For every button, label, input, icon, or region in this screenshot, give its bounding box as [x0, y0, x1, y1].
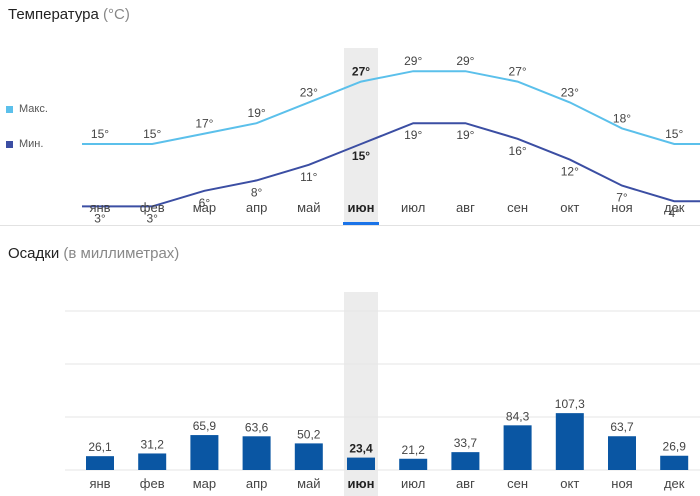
precip-value-label: 65,9 [193, 419, 217, 433]
max-temp-label: 27° [509, 65, 527, 79]
precip-bar [555, 413, 584, 470]
month-label-temperature: мар [193, 200, 216, 215]
min-temp-label: 15° [352, 149, 370, 163]
precipitation-title: Осадки (в миллиметрах) [8, 245, 179, 262]
min-temp-label: 4° [668, 206, 680, 220]
min-temp-label: 11° [300, 170, 317, 184]
max-temp-label: 15° [665, 127, 683, 141]
precip-bar [242, 436, 271, 470]
highlight-band-temperature [344, 48, 378, 222]
max-temp-label: 23° [300, 85, 318, 99]
min-temp-label: 6° [199, 196, 211, 210]
precip-value-label: 33,7 [454, 436, 478, 450]
month-label-temperature: окт [560, 200, 579, 215]
month-label-precipitation: фев [140, 476, 165, 491]
temperature-title: Температура (°C) [8, 6, 130, 23]
month-label-precipitation: дек [664, 476, 685, 491]
max-temp-label: 29° [456, 54, 474, 68]
temperature-unit: (°C) [103, 6, 130, 23]
min-temp-label: 12° [561, 165, 579, 179]
legend-min-label: Мин. [19, 138, 44, 150]
min-temp-label: 16° [509, 144, 527, 158]
selected-month-underline [343, 222, 379, 225]
month-label-temperature: авг [456, 200, 475, 215]
legend-max: Макс. [6, 103, 48, 115]
month-label-temperature: фев [140, 200, 165, 215]
precip-value-label: 63,7 [610, 420, 634, 434]
precip-bar [86, 456, 114, 470]
month-label-temperature: апр [246, 200, 268, 215]
temperature-title-text: Температура [8, 6, 99, 23]
month-label-precipitation: ноя [611, 476, 632, 491]
precip-bar [399, 458, 428, 470]
precip-bar [294, 443, 323, 470]
min-temp-label: 8° [251, 185, 263, 199]
precip-bar [347, 457, 375, 470]
min-temp-label: 3° [94, 211, 106, 225]
min-temperature-line [82, 122, 700, 208]
max-temp-label: 19° [248, 106, 266, 120]
month-label-precipitation: окт [560, 476, 579, 491]
month-label-temperature: янв [89, 200, 110, 215]
precip-value-label: 23,4 [349, 442, 373, 456]
precip-bar [660, 455, 689, 470]
month-label-temperature: июл [401, 200, 425, 215]
max-temp-label: 15° [91, 127, 109, 141]
precipitation-title-text: Осадки [8, 245, 60, 262]
month-label-precipitation: сен [507, 476, 528, 491]
month-label-temperature: май [297, 200, 320, 215]
min-temp-label: 19° [456, 128, 474, 142]
precip-bar [503, 425, 532, 470]
month-label-precipitation: апр [246, 476, 268, 491]
min-temp-label: 3° [146, 211, 158, 225]
section-divider [0, 225, 700, 226]
max-temp-label: 17° [195, 117, 213, 131]
month-label-temperature: ноя [611, 200, 632, 215]
precip-bar [451, 452, 480, 470]
month-label-temperature: сен [507, 200, 528, 215]
month-label-precipitation: мар [193, 476, 216, 491]
month-label-precipitation: май [297, 476, 320, 491]
max-temp-label: 29° [404, 54, 422, 68]
precip-value-label: 26,1 [88, 440, 112, 454]
precip-bar [190, 435, 219, 470]
min-temp-label: 7° [616, 191, 628, 205]
precipitation-unit: (в миллиметрах) [63, 245, 180, 262]
month-label-precipitation: янв [89, 476, 110, 491]
month-label-precipitation: июл [401, 476, 425, 491]
month-label-temperature: дек [664, 200, 685, 215]
min-temp-label: 19° [404, 128, 422, 142]
max-temp-label: 18° [613, 111, 631, 125]
precip-value-label: 84,3 [506, 409, 530, 423]
max-temp-label: 23° [561, 85, 579, 99]
max-temp-label: 27° [352, 65, 370, 79]
legend-min: Мин. [6, 138, 43, 150]
precip-value-label: 107,3 [555, 397, 585, 411]
max-temp-label: 15° [143, 127, 161, 141]
precip-bar [138, 453, 167, 470]
precip-value-label: 50,2 [297, 427, 321, 441]
month-label-precipitation: авг [456, 476, 475, 491]
legend-min-swatch [6, 140, 13, 148]
month-label-precipitation: июн [348, 476, 375, 491]
precip-bar [608, 436, 636, 470]
precip-value-label: 63,6 [245, 420, 269, 434]
legend-max-swatch [6, 105, 13, 113]
precip-value-label: 21,2 [402, 443, 426, 457]
legend-max-label: Макс. [19, 103, 48, 115]
precip-value-label: 26,9 [663, 440, 687, 454]
month-label-temperature: июн [348, 200, 375, 215]
max-temperature-line [82, 70, 700, 145]
precip-value-label: 31,2 [141, 437, 165, 451]
